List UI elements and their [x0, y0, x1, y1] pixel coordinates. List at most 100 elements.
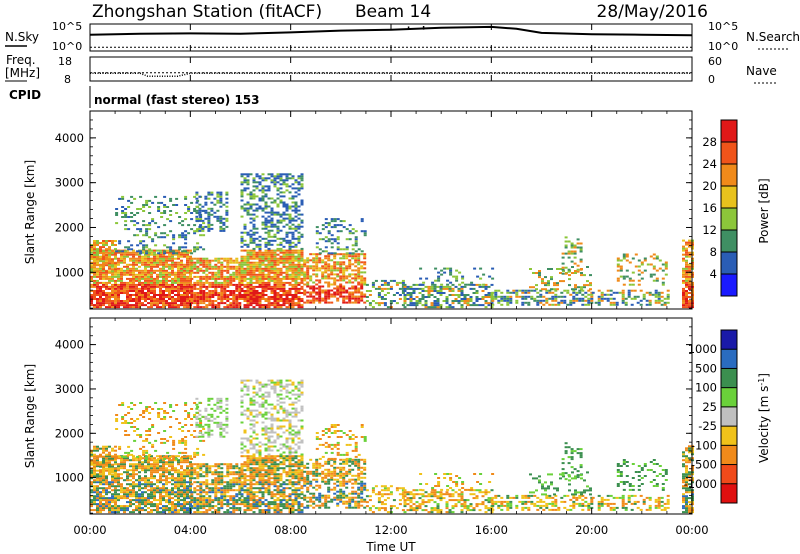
velocity-cell — [126, 483, 129, 486]
velocity-cell — [118, 445, 122, 448]
power-cell — [276, 211, 280, 214]
power-cell — [395, 281, 399, 284]
power-cell — [177, 249, 180, 252]
power-cell — [90, 302, 93, 305]
power-cell — [547, 282, 550, 285]
power-cell — [294, 245, 298, 248]
power-cell — [297, 267, 301, 270]
power-cell — [568, 278, 571, 281]
power-cell — [291, 296, 295, 298]
velocity-cell — [196, 493, 200, 496]
power-ylabel: Slant Range [km] — [23, 160, 37, 264]
power-cell — [294, 207, 298, 210]
power-cell — [574, 272, 577, 274]
power-cell — [240, 296, 244, 298]
power-cell — [229, 265, 233, 268]
power-cell — [252, 239, 256, 242]
power-cell — [342, 248, 346, 251]
velocity-cell — [180, 473, 183, 476]
velocity-cell — [189, 461, 192, 464]
power-cell — [129, 304, 132, 307]
power-cell — [246, 203, 250, 206]
power-cell — [449, 269, 453, 272]
power-cell — [252, 302, 256, 305]
power-cell — [202, 259, 206, 262]
power-cell — [162, 304, 165, 307]
velocity-cell — [156, 511, 159, 514]
power-cell — [622, 255, 626, 258]
power-cell — [156, 269, 159, 272]
power-cell — [144, 259, 147, 262]
power-cell — [207, 219, 211, 222]
power-cell — [276, 249, 280, 252]
power-cell — [354, 242, 358, 245]
velocity-cell — [163, 430, 167, 432]
power-cell — [383, 283, 387, 286]
power-cell — [294, 290, 298, 292]
power-cell — [174, 271, 177, 274]
power-cell — [175, 197, 179, 200]
velocity-cell — [90, 505, 93, 508]
velocity-cell — [165, 481, 168, 484]
power-cell — [198, 219, 202, 222]
velocity-cell — [160, 408, 164, 410]
power-cell — [567, 270, 571, 273]
power-cell — [148, 212, 152, 214]
power-cell — [276, 193, 280, 196]
power-cell — [249, 281, 253, 284]
power-cell — [153, 281, 156, 284]
velocity-cell — [156, 455, 159, 458]
power-cell — [303, 293, 307, 296]
power-cell — [243, 223, 247, 226]
power-cell — [90, 296, 93, 298]
velocity-cell — [132, 475, 135, 478]
power-cell — [255, 261, 259, 264]
power-cell — [243, 231, 247, 234]
power-cell — [130, 220, 134, 223]
power-cell — [235, 306, 239, 309]
power-cell — [264, 227, 268, 230]
velocity-cell — [166, 412, 170, 414]
power-cell — [273, 249, 277, 252]
power-cell — [655, 269, 659, 272]
power-cell — [575, 299, 579, 302]
power-cell — [324, 257, 328, 260]
power-cell — [243, 207, 247, 210]
power-cell — [333, 277, 337, 280]
power-cell — [219, 199, 223, 202]
power-cell — [318, 289, 322, 292]
velocity-cell — [186, 469, 189, 472]
power-cell — [249, 277, 253, 280]
power-cell — [327, 269, 331, 272]
power-cell — [264, 300, 268, 302]
power-cell — [246, 187, 250, 190]
power-cell — [162, 269, 165, 272]
power-cell — [144, 261, 147, 264]
power-cell — [141, 292, 144, 294]
power-cell — [162, 261, 165, 264]
power-cell — [321, 291, 325, 294]
power-cell — [223, 292, 227, 294]
power-cell — [351, 273, 355, 276]
power-cell — [186, 259, 189, 262]
velocity-cell — [196, 447, 200, 450]
power-cell — [99, 281, 102, 284]
power-cell — [345, 252, 349, 255]
power-cell — [150, 296, 153, 298]
velocity-cell — [147, 467, 150, 470]
velocity-cell — [156, 505, 159, 508]
velocity-cell — [196, 475, 200, 478]
velocity-cell — [153, 457, 156, 460]
power-cell — [261, 257, 265, 260]
power-cell — [96, 281, 99, 284]
power-cell — [126, 263, 129, 266]
velocity-cell — [121, 416, 125, 418]
power-cell — [339, 277, 343, 280]
velocity-cell — [99, 477, 102, 480]
velocity-cell — [162, 509, 165, 512]
power-cell — [184, 212, 188, 214]
power-cell — [105, 270, 108, 273]
power-cell — [240, 281, 244, 284]
velocity-cell — [186, 489, 189, 492]
power-cell — [96, 244, 99, 246]
